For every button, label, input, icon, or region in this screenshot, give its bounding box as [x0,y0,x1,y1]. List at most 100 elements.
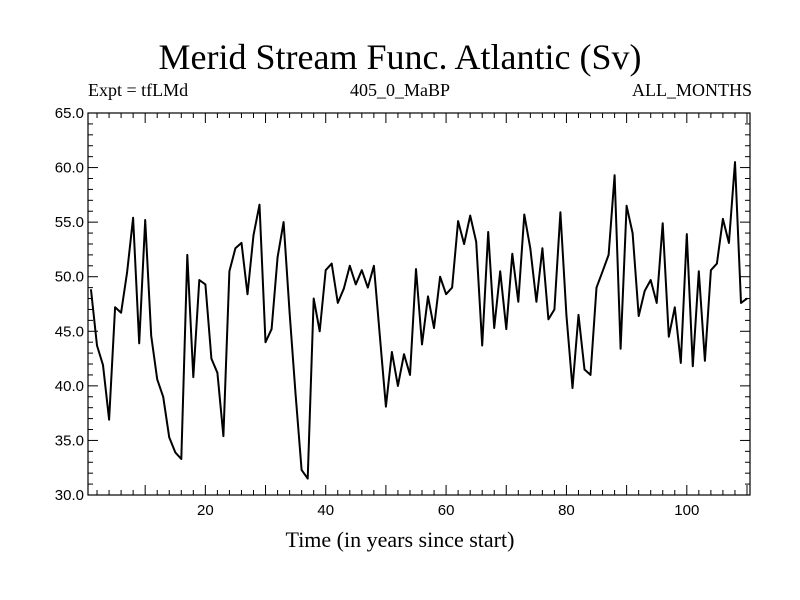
data-point [385,405,387,408]
data-point [126,271,128,274]
data-point [535,301,538,303]
chart-title: Merid Stream Func. Atlantic (Sv) [158,37,642,77]
data-point [355,283,357,286]
data-point [144,219,146,221]
data-point [439,275,441,278]
data-point [421,343,423,346]
data-point [643,290,646,292]
data-point [324,269,327,272]
data-point [288,311,291,314]
data-point [343,287,345,290]
data-point [469,214,472,217]
data-point [90,289,92,291]
data-point [427,295,429,298]
y-tick-label: 35.0 [55,432,84,449]
data-point [367,286,369,289]
data-point [180,458,183,460]
y-tick-label: 45.0 [55,323,84,340]
data-point [475,241,478,243]
data-point [270,328,273,330]
data-point [451,286,453,289]
data-point [294,393,297,396]
data-point [138,342,140,345]
data-point [716,262,718,265]
y-tick-label: 50.0 [55,269,84,286]
data-point [692,365,694,368]
data-point [637,315,640,317]
data-point [210,357,213,360]
data-point [553,308,556,311]
data-point [613,174,616,176]
months-label: ALL_MONTHS [632,80,752,100]
data-point [204,283,207,286]
data-point [487,231,490,233]
data-point [409,374,411,376]
data-point [282,221,285,223]
data-point [493,327,496,329]
data-point [619,347,622,350]
data-point [710,269,712,272]
data-point [198,279,201,281]
data-point [463,243,465,245]
data-point [300,469,303,471]
data-point [120,311,122,314]
data-point [668,335,670,338]
data-point [397,385,399,387]
data-point [655,302,658,304]
data-point [379,335,381,338]
x-tick-label: 60 [438,502,455,519]
data-point [114,306,116,309]
data-point [222,435,225,437]
data-point [649,279,652,281]
data-point [517,301,520,303]
dataset-label: 405_0_MaBP [349,80,450,100]
data-point [686,233,688,235]
data-point [601,270,604,273]
data-point [150,334,152,337]
data-point [589,374,592,376]
data-point [373,265,375,267]
data-point [559,211,562,214]
data-point [746,297,748,300]
data-point [234,247,237,250]
data-point [156,378,158,381]
data-point [349,265,351,267]
data-point [740,302,742,304]
data-point [704,360,706,362]
data-point [228,270,231,273]
data-point [258,203,261,206]
x-tick-label: 80 [558,502,575,519]
data-point [246,293,249,296]
data-point [318,330,321,333]
data-point [391,351,393,353]
y-tick-label: 40.0 [55,378,84,395]
y-tick-label: 55.0 [55,214,84,231]
data-point [541,247,544,250]
data-point [505,328,508,330]
data-point [168,436,170,439]
data-point [132,217,134,219]
axis-ticks [88,112,750,496]
data-point [625,205,628,207]
data-point [192,376,195,378]
data-point [174,451,177,454]
data-point [511,253,514,255]
data-point [674,306,676,309]
data-point [240,242,243,244]
data-point [698,270,700,273]
data-point [734,161,736,163]
data-point [252,234,255,236]
data-point [312,297,315,300]
data-point [680,362,682,364]
data-point [102,364,104,366]
data-point [276,256,279,258]
series-line [90,161,748,480]
data-point [523,213,526,216]
data-point [216,372,219,374]
data-point [529,247,532,250]
data-point [403,353,405,356]
data-point [361,269,363,272]
y-tick-label: 30.0 [55,487,84,504]
data-point [264,341,267,344]
